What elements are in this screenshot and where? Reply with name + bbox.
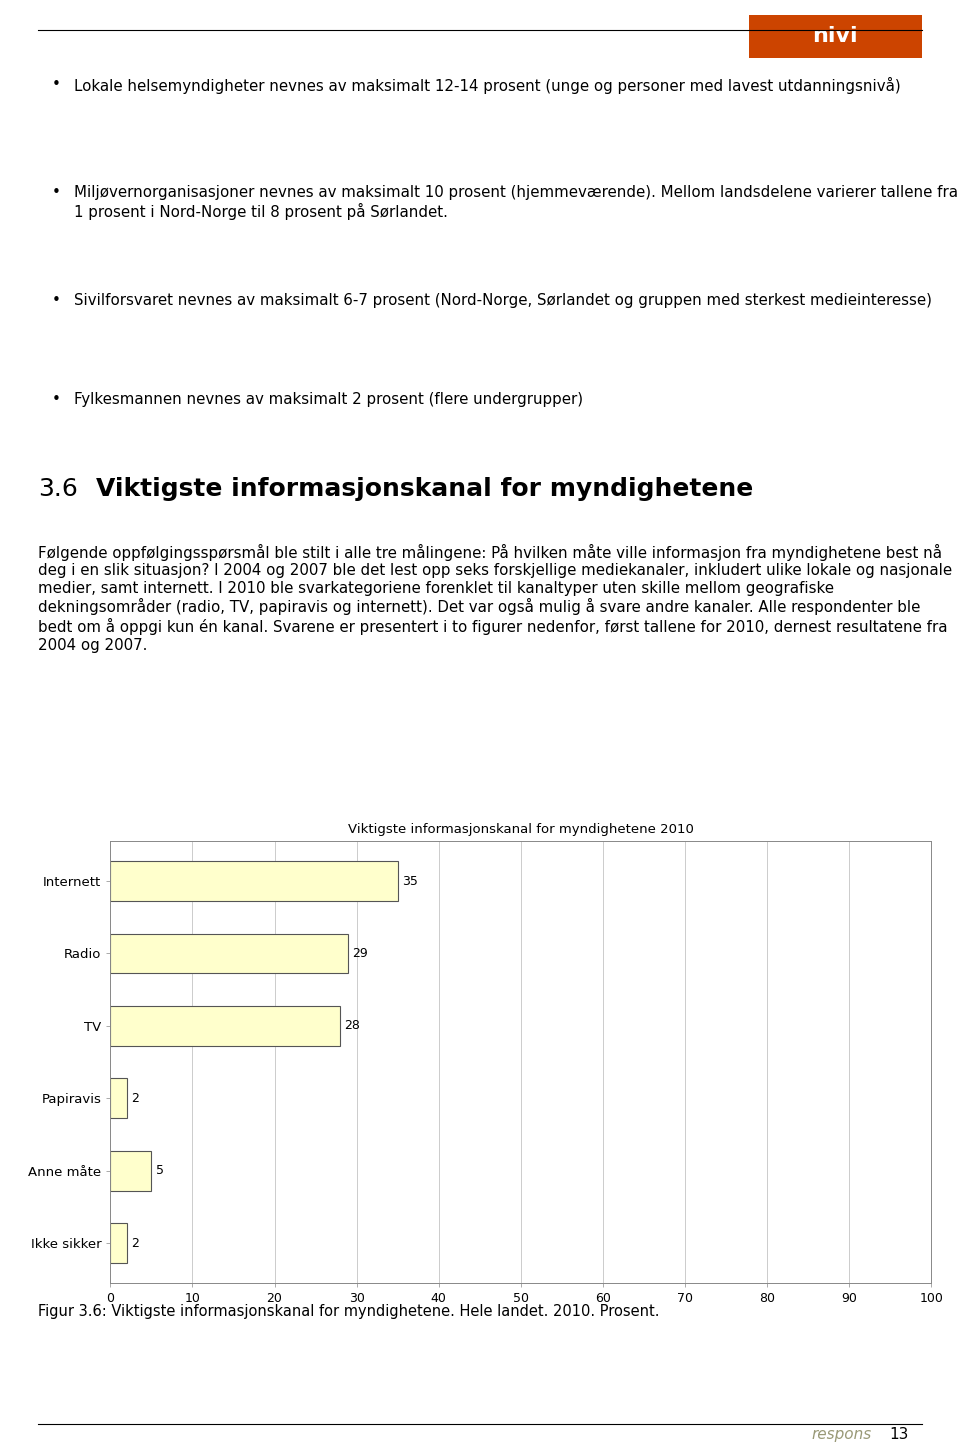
Text: 28: 28 — [345, 1019, 360, 1032]
Text: •: • — [52, 186, 60, 200]
Bar — [110, 861, 397, 900]
Bar — [110, 1151, 152, 1190]
Text: 13: 13 — [889, 1427, 908, 1441]
Bar — [110, 1006, 340, 1045]
Text: 3.6: 3.6 — [38, 477, 79, 500]
Bar — [110, 1224, 127, 1263]
Text: Lokale helsemyndigheter nevnes av maksimalt 12-14 prosent (unge og personer med : Lokale helsemyndigheter nevnes av maksim… — [74, 77, 900, 94]
Text: Fylkesmannen nevnes av maksimalt 2 prosent (flere undergrupper): Fylkesmannen nevnes av maksimalt 2 prose… — [74, 392, 583, 407]
FancyBboxPatch shape — [749, 14, 922, 58]
Text: •: • — [52, 392, 60, 407]
Text: 35: 35 — [402, 874, 418, 887]
Text: •: • — [52, 77, 60, 93]
Text: nivi: nivi — [812, 26, 858, 46]
Title: Viktigste informasjonskanal for myndighetene 2010: Viktigste informasjonskanal for myndighe… — [348, 822, 694, 835]
Text: Miljøvernorganisasjoner nevnes av maksimalt 10 prosent (hjemmeværende). Mellom l: Miljøvernorganisasjoner nevnes av maksim… — [74, 186, 958, 220]
Text: 5: 5 — [156, 1164, 163, 1177]
Text: respons: respons — [811, 1427, 872, 1441]
Text: 2: 2 — [131, 1237, 139, 1250]
Text: Figur 3.6: Viktigste informasjonskanal for myndighetene. Hele landet. 2010. Pros: Figur 3.6: Viktigste informasjonskanal f… — [38, 1304, 660, 1320]
Bar — [110, 934, 348, 973]
Text: 2: 2 — [131, 1092, 139, 1105]
Text: Sivilforsvaret nevnes av maksimalt 6-7 prosent (Nord-Norge, Sørlandet og gruppen: Sivilforsvaret nevnes av maksimalt 6-7 p… — [74, 293, 932, 307]
Text: •: • — [52, 293, 60, 307]
Text: Viktigste informasjonskanal for myndighetene: Viktigste informasjonskanal for myndighe… — [96, 477, 753, 500]
Bar — [110, 1079, 127, 1118]
Text: Følgende oppfølgingsspørsmål ble stilt i alle tre målingene: På hvilken måte vil: Følgende oppfølgingsspørsmål ble stilt i… — [38, 544, 952, 652]
Text: 29: 29 — [352, 947, 369, 960]
